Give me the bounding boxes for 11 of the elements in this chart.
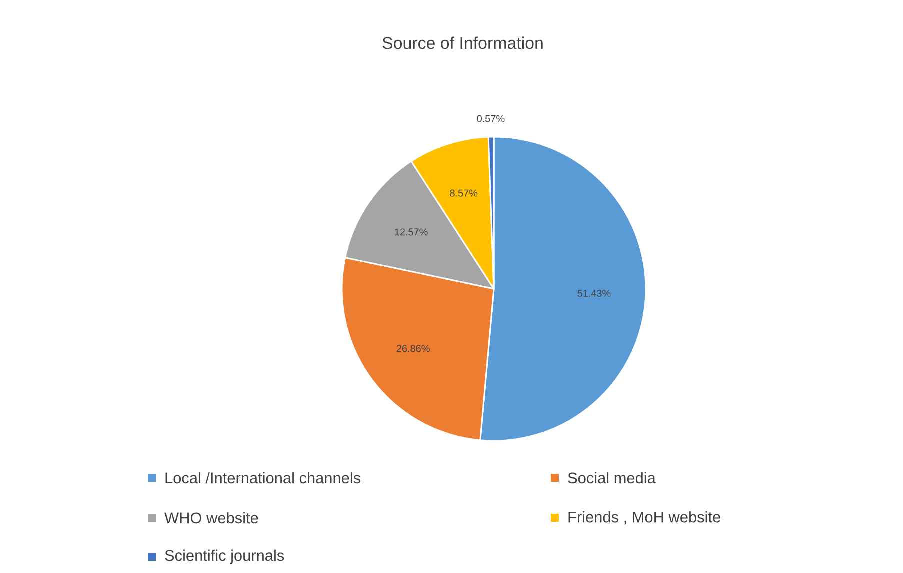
legend-label: Social media [568, 472, 656, 484]
legend-label: WHO website [164, 512, 258, 524]
data-label: 51.43% [578, 290, 611, 298]
data-label: 12.57% [395, 228, 428, 236]
data-label: 26.86% [396, 345, 430, 352]
data-label: 8.57% [450, 190, 478, 197]
legend-label: Friends , MoH website [568, 511, 720, 525]
chart-title: Source of Information [382, 36, 543, 50]
legend-label: Scientific journals [165, 550, 284, 564]
legend-label: Local /International channels [166, 472, 361, 484]
data-label: 0.57% [477, 115, 505, 122]
